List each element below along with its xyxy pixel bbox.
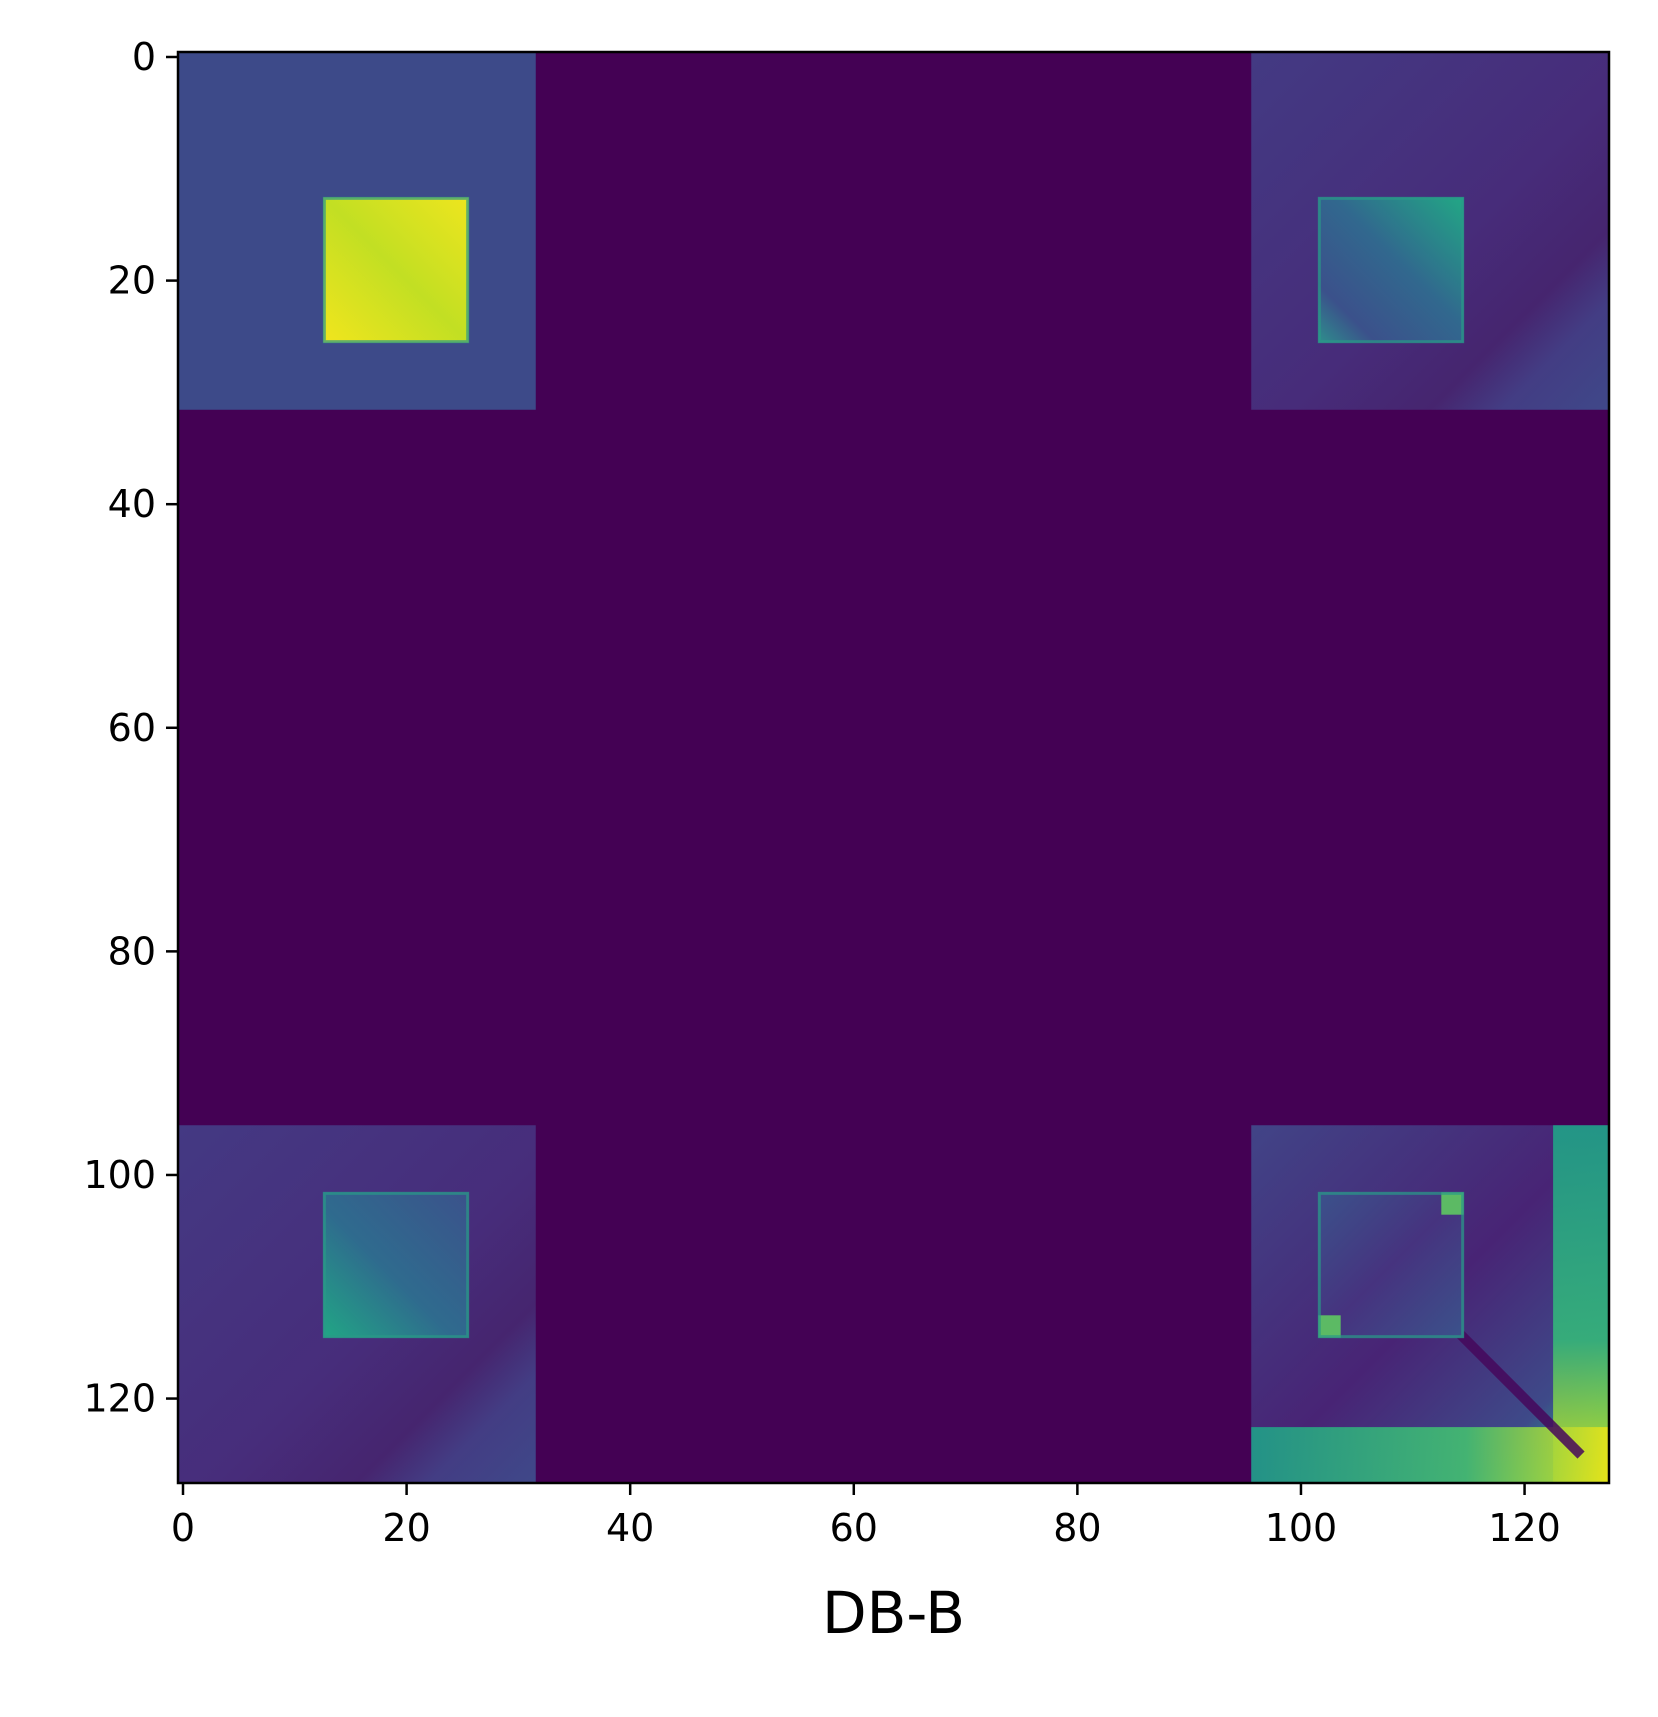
top-left-core [322,196,470,344]
x-tick-label: 40 [606,1506,654,1550]
bottom-right-core [1317,1191,1465,1339]
top-right-core [1317,196,1465,344]
heatmap-regions [178,52,1609,1483]
y-tick-label: 20 [108,259,156,303]
plot-frame [176,50,1611,1485]
y-tick-label: 0 [132,35,156,79]
y-axis: 0 20 40 60 80 100 120 [83,35,178,1421]
y-tick-label: 60 [108,706,156,750]
y-tick-label: 120 [83,1377,156,1421]
core-corner-bottom-left [1318,1315,1341,1338]
bottom-left-core [322,1191,470,1339]
x-tick-label: 0 [171,1506,195,1550]
y-tick-label: 80 [108,929,156,973]
core-corner-top-right [1441,1192,1464,1215]
x-tick-label: 100 [1265,1506,1338,1550]
x-tick-label: 120 [1488,1506,1561,1550]
y-tick-label: 100 [83,1153,156,1197]
bottom-right-right-edge [1553,1125,1609,1483]
plot-area [178,52,1609,1483]
x-tick-label: 20 [382,1506,430,1550]
x-axis-label: DB-B [822,1579,965,1647]
y-tick-label: 40 [108,482,156,526]
bottom-right-bottom-edge [1251,1427,1609,1483]
x-tick-label: 80 [1053,1506,1101,1550]
x-axis: 0 20 40 60 80 100 120 [171,1483,1561,1550]
x-tick-label: 60 [830,1506,878,1550]
